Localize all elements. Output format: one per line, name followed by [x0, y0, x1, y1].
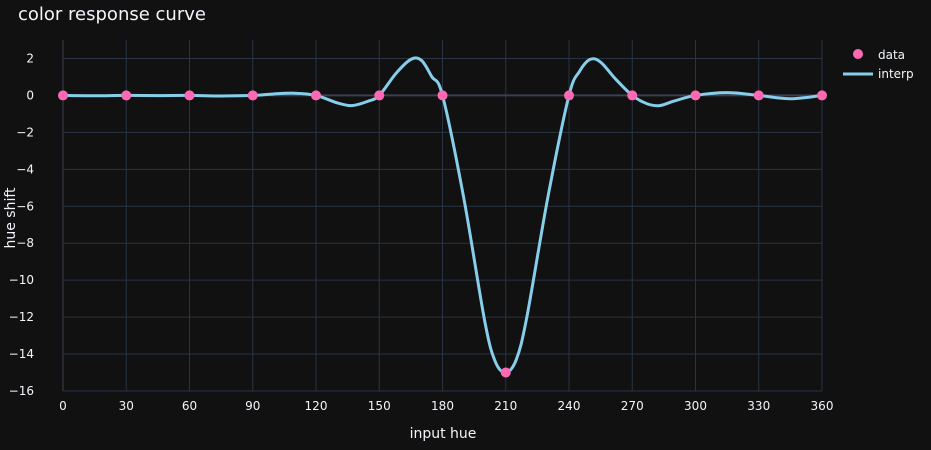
legend-marker-data	[853, 49, 863, 59]
x-tick-label: 0	[59, 399, 67, 413]
x-axis-title: input hue	[410, 426, 477, 442]
legend[interactable]: data interp	[843, 48, 914, 81]
y-tick-label: −14	[9, 347, 34, 361]
y-tick-label: −16	[9, 384, 34, 398]
interp-series	[62, 56, 823, 375]
data-point	[247, 90, 258, 101]
x-tick-labels: 0 30 60 90 120 150 180 210 240 270 300 330 360	[59, 399, 833, 413]
legend-label-interp: interp	[878, 67, 914, 81]
x-tick-label: 270	[621, 399, 644, 413]
data-point	[121, 90, 132, 101]
data-point	[564, 90, 574, 101]
data-point	[311, 90, 321, 101]
y-tick-label: −12	[9, 310, 34, 324]
y-axis-title: hue shift	[3, 187, 19, 249]
legend-item-data[interactable]: data	[853, 48, 905, 62]
legend-item-interp[interactable]: interp	[843, 67, 914, 81]
interp-line	[62, 56, 823, 375]
data-point	[58, 90, 68, 101]
x-tick-label: 90	[245, 399, 260, 413]
x-tick-label: 330	[747, 399, 770, 413]
data-point	[374, 90, 385, 101]
y-tick-label: −10	[9, 273, 34, 287]
x-tick-label: 360	[811, 399, 834, 413]
x-tick-label: 150	[368, 399, 391, 413]
x-tick-label: 210	[494, 399, 517, 413]
data-point	[437, 90, 448, 101]
x-tick-label: 240	[558, 399, 581, 413]
y-tick-label: −2	[16, 125, 34, 139]
x-tick-label: 120	[305, 399, 328, 413]
x-tick-label: 300	[684, 399, 707, 413]
data-point	[500, 367, 511, 378]
y-tick-labels: −16 −14 −12 −10 −8 −6 −4 −2 0 2	[9, 51, 34, 398]
data-point	[817, 90, 827, 101]
x-tick-label: 60	[182, 399, 197, 413]
x-tick-label: 30	[119, 399, 134, 413]
y-tick-label: −8	[16, 236, 34, 250]
x-tick-label: 180	[431, 399, 454, 413]
legend-label-data: data	[878, 48, 905, 62]
y-tick-label: −6	[16, 199, 34, 213]
data-point	[753, 90, 764, 101]
data-point	[184, 90, 195, 101]
chart-title: color response curve	[18, 4, 206, 25]
y-tick-label: −4	[16, 162, 34, 176]
data-point	[690, 90, 701, 101]
data-series	[58, 90, 827, 378]
data-point	[627, 90, 638, 101]
y-tick-label: 0	[26, 88, 34, 102]
y-tick-label: 2	[26, 51, 34, 65]
